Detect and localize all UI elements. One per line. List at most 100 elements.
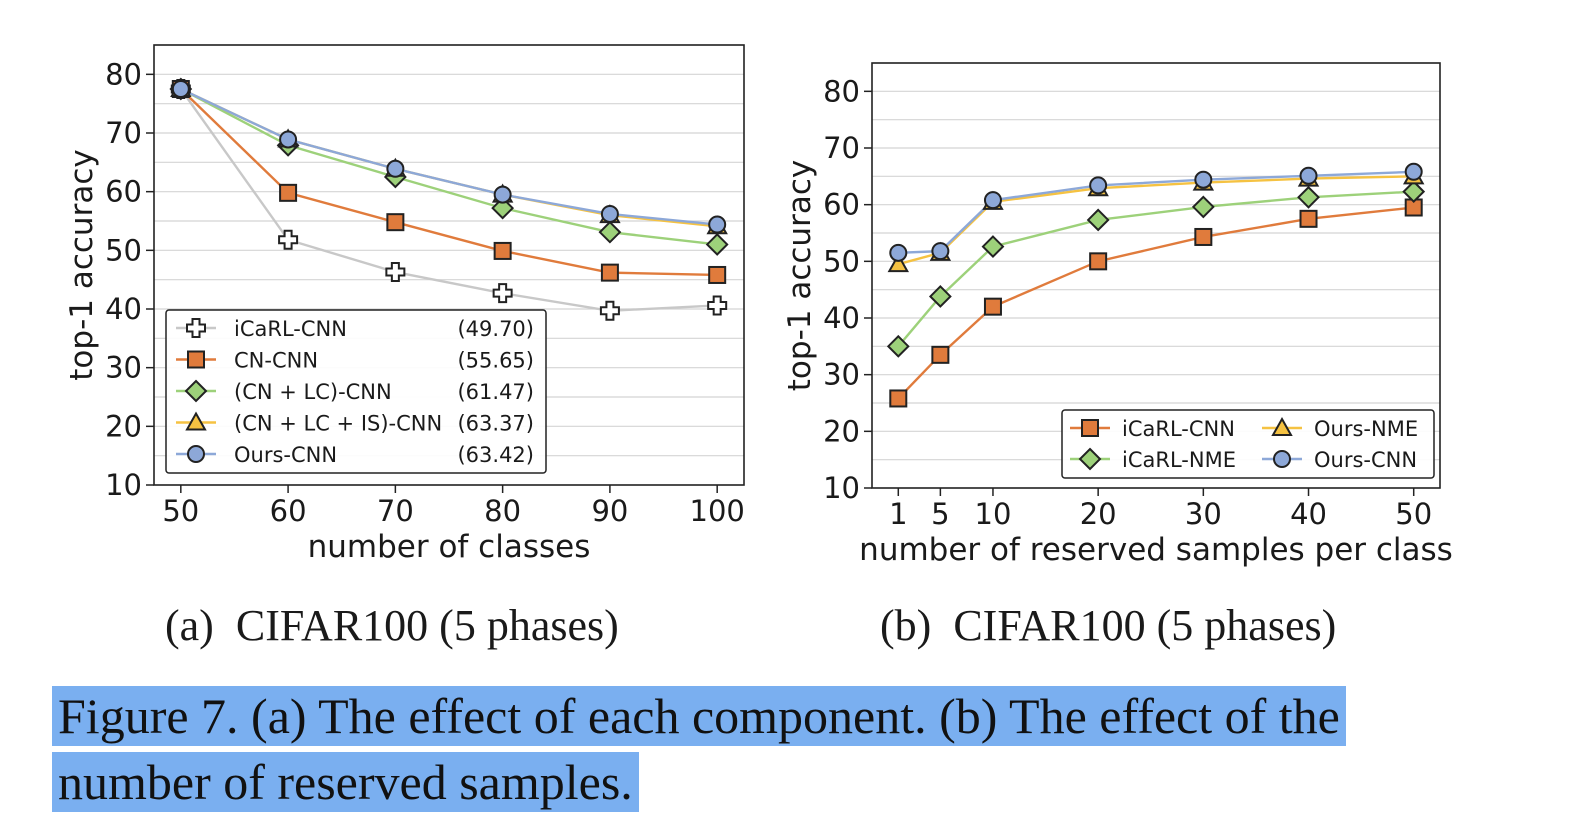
legend-a-marker [185,411,207,431]
ca-y-tick-label: 30 [105,351,142,385]
cb-x-tick-label: 10 [975,497,1012,531]
cb-y-tick-label: 40 [823,301,860,335]
ca-x-tick-label: 60 [270,494,307,528]
cb-data-point [886,334,910,358]
cb-data-point [1086,208,1110,232]
ca-x-tick-label: 50 [162,494,199,528]
cb-data-point [983,297,1002,316]
cb-x-axis-label: number of reserved samples per class [859,532,1453,568]
cb-data-point [1299,209,1318,228]
legend-b-marker [1078,447,1102,471]
legend-a-score: (61.47) [457,380,534,404]
ca-y-tick-label: 60 [105,175,142,209]
ca-y-tick-label: 80 [105,57,142,91]
ca-data-point [600,263,619,282]
legend-a-score: (49.70) [457,317,534,341]
ca-data-point [492,283,513,304]
ca-data-point [493,241,512,260]
cb-data-point [931,242,950,261]
cb-data-point [889,389,908,408]
ca-y-tick-label: 40 [105,292,142,326]
ca-data-point [279,130,298,149]
legend-b-label: Ours-CNN [1314,448,1417,472]
ca-y-axis-label: top-1 accuracy [64,149,100,380]
ca-data-point [600,204,619,223]
chart-a: 10 20 30 40 50 60 70 80 50 60 70 80 90 100 number of c… [64,44,745,565]
ca-data-point [385,262,406,283]
figure-caption-line1: Figure 7. (a) The effect of each compone… [52,686,1346,746]
subcaption-b-text: CIFAR100 (5 phases) [953,601,1337,650]
cb-data-point [1297,185,1320,209]
legend-b-marker [1273,450,1291,468]
cb-y-tick-label: 30 [823,358,860,392]
ca-y-tick-label: 50 [105,233,142,267]
ca-data-point [279,183,298,202]
legend-a-marker [186,318,206,338]
ca-data-point [599,300,620,321]
legend-b-label: iCaRL-NME [1122,448,1236,472]
cb-x-tick-label: 1 [889,497,907,531]
legend-a-marker [187,350,205,369]
subcaption-b-label: (b) [880,601,932,650]
ca-x-tick-label: 80 [484,494,521,528]
cb-x-tick-label: 40 [1290,497,1327,531]
cb-y-tick-label: 60 [823,188,860,222]
caption-highlight-1: Figure 7. (a) The effect of each compone… [52,686,1346,746]
subcaption-a-label: (a) [165,601,214,650]
legend-a-score: (55.65) [457,349,534,373]
cb-data-point [1191,195,1215,219]
ca-series-line [179,88,718,277]
cb-data-point [983,191,1002,210]
cb-x-tick-label: 20 [1080,497,1117,531]
cb-x-tick-label: 30 [1185,497,1222,531]
ca-data-point [598,220,622,244]
cb-y-tick-label: 50 [823,244,860,278]
cb-data-point [889,243,908,262]
cb-data-point [1089,252,1108,271]
ca-plot-frame [153,44,745,486]
cb-x-tick-label: 5 [931,497,949,531]
legend-a-label: iCaRL-CNN [234,317,347,341]
cb-y-tick-label: 20 [823,414,860,448]
legend-a-score: (63.42) [457,443,534,467]
cb-data-point [931,345,950,364]
figure-caption-line2: number of reserved samples. [52,752,639,812]
ca-y-tick-label: 10 [105,468,142,502]
ca-data-point [707,295,728,316]
cb-plot-frame [871,62,1441,489]
cb-data-point [1194,227,1213,246]
legend-a-label: CN-CNN [234,349,318,373]
cb-data-point [981,235,1005,259]
ca-data-point [708,265,727,284]
ca-series-line [179,88,718,312]
ca-data-point [171,80,190,98]
cb-data-point [887,253,910,273]
ca-data-point [386,159,405,178]
legend-a-marker [187,445,205,463]
subcaption-b: (b) CIFAR100 (5 phases) [880,600,1336,651]
subcaption-a-text: CIFAR100 (5 phases) [235,601,619,650]
legend-a-label: Ours-CNN [234,443,337,467]
cb-y-tick-label: 10 [823,471,860,505]
cb-x-tick-label: 50 [1395,497,1432,531]
subcaption-a: (a) CIFAR100 (5 phases) [165,600,619,651]
cb-data-point [1404,162,1423,181]
cb-data-point [1299,166,1318,185]
ca-data-point [493,185,512,204]
cb-data-point [1194,170,1213,189]
ca-x-tick-label: 70 [377,494,414,528]
ca-series-line [180,87,718,246]
legend-a-score: (63.37) [457,412,534,436]
legend-b-marker [1271,416,1293,436]
ca-data-point [708,215,727,234]
legend-b [1061,409,1435,479]
legend-a [165,309,547,474]
legend-a-marker [184,379,208,403]
ca-series-line [180,87,718,226]
ca-y-tick-label: 70 [105,116,142,150]
caption-highlight-2: number of reserved samples. [52,752,639,812]
legend-a-label: (CN + LC)-CNN [234,380,392,404]
ca-x-axis-label: number of classes [308,529,591,565]
cb-data-point [1402,180,1426,204]
